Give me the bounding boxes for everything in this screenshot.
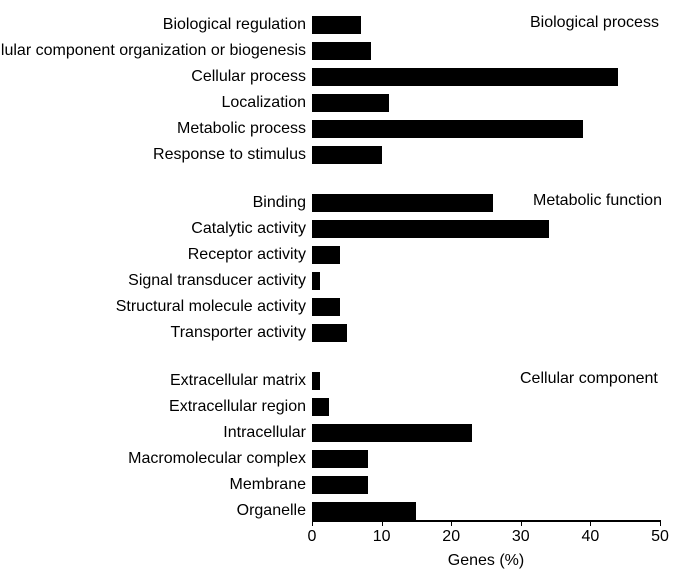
- bar-rect: [312, 324, 347, 342]
- x-tick-label: 50: [651, 528, 669, 546]
- bar-label: Macromolecular complex: [128, 450, 306, 468]
- bar-row: Receptor activity: [0, 246, 685, 264]
- bar-rect: [312, 94, 389, 112]
- bar-rect: [312, 42, 371, 60]
- bar-rect: [312, 194, 493, 212]
- bar-row: Membrane: [0, 476, 685, 494]
- bar-rect: [312, 220, 549, 238]
- bar-label: Organelle: [237, 502, 306, 520]
- bar-label: Localization: [222, 94, 307, 112]
- bar-label: Extracellular region: [169, 398, 306, 416]
- bar-row: Signal transducer activity: [0, 272, 685, 290]
- bar-row: Macromolecular complex: [0, 450, 685, 468]
- bar-label: Cellular process: [191, 68, 306, 86]
- bar-rect: [312, 246, 340, 264]
- x-tick: [382, 520, 383, 526]
- bar-row: Cellular component organization or bioge…: [0, 42, 685, 60]
- bar-rect: [312, 298, 340, 316]
- bar-rect: [312, 424, 472, 442]
- bar-rect: [312, 398, 329, 416]
- x-tick: [660, 520, 661, 526]
- go-bar-chart: Biological processBiological regulationC…: [0, 0, 685, 587]
- x-tick-label: 10: [373, 528, 391, 546]
- bar-label: Catalytic activity: [191, 220, 306, 238]
- bar-rect: [312, 502, 416, 520]
- bar-rect: [312, 146, 382, 164]
- bar-label: Intracellular: [223, 424, 306, 442]
- x-axis-title: Genes (%): [448, 552, 524, 570]
- bar-row: Binding: [0, 194, 685, 212]
- x-tick: [590, 520, 591, 526]
- bar-rect: [312, 272, 320, 290]
- bar-label: Transporter activity: [171, 324, 306, 342]
- bar-label: Response to stimulus: [153, 146, 306, 164]
- bar-row: Response to stimulus: [0, 146, 685, 164]
- bar-label: Cellular component organization or bioge…: [0, 42, 306, 60]
- x-tick-label: 30: [512, 528, 530, 546]
- bar-rect: [312, 450, 368, 468]
- bar-label: Membrane: [230, 476, 306, 494]
- bar-row: Catalytic activity: [0, 220, 685, 238]
- bar-label: Biological regulation: [163, 16, 306, 34]
- x-tick-label: 20: [442, 528, 460, 546]
- x-tick-label: 40: [581, 528, 599, 546]
- bar-label: Binding: [253, 194, 306, 212]
- bar-row: Localization: [0, 94, 685, 112]
- x-tick-label: 0: [308, 528, 317, 546]
- bar-row: Structural molecule activity: [0, 298, 685, 316]
- bar-rect: [312, 372, 320, 390]
- bar-row: Intracellular: [0, 424, 685, 442]
- x-tick: [521, 520, 522, 526]
- x-tick: [312, 520, 313, 526]
- bar-row: Extracellular region: [0, 398, 685, 416]
- bar-label: Extracellular matrix: [170, 372, 306, 390]
- x-tick: [451, 520, 452, 526]
- bar-rect: [312, 476, 368, 494]
- bar-row: Cellular process: [0, 68, 685, 86]
- bar-row: Extracellular matrix: [0, 372, 685, 390]
- bar-row: Metabolic process: [0, 120, 685, 138]
- bar-label: Metabolic process: [177, 120, 306, 138]
- x-axis-line: [312, 520, 660, 522]
- bar-label: Structural molecule activity: [116, 298, 306, 316]
- bar-rect: [312, 120, 583, 138]
- bar-row: Organelle: [0, 502, 685, 520]
- bar-row: Biological regulation: [0, 16, 685, 34]
- bar-row: Transporter activity: [0, 324, 685, 342]
- bar-rect: [312, 68, 618, 86]
- bar-label: Signal transducer activity: [128, 272, 306, 290]
- bar-label: Receptor activity: [188, 246, 306, 264]
- bar-rect: [312, 16, 361, 34]
